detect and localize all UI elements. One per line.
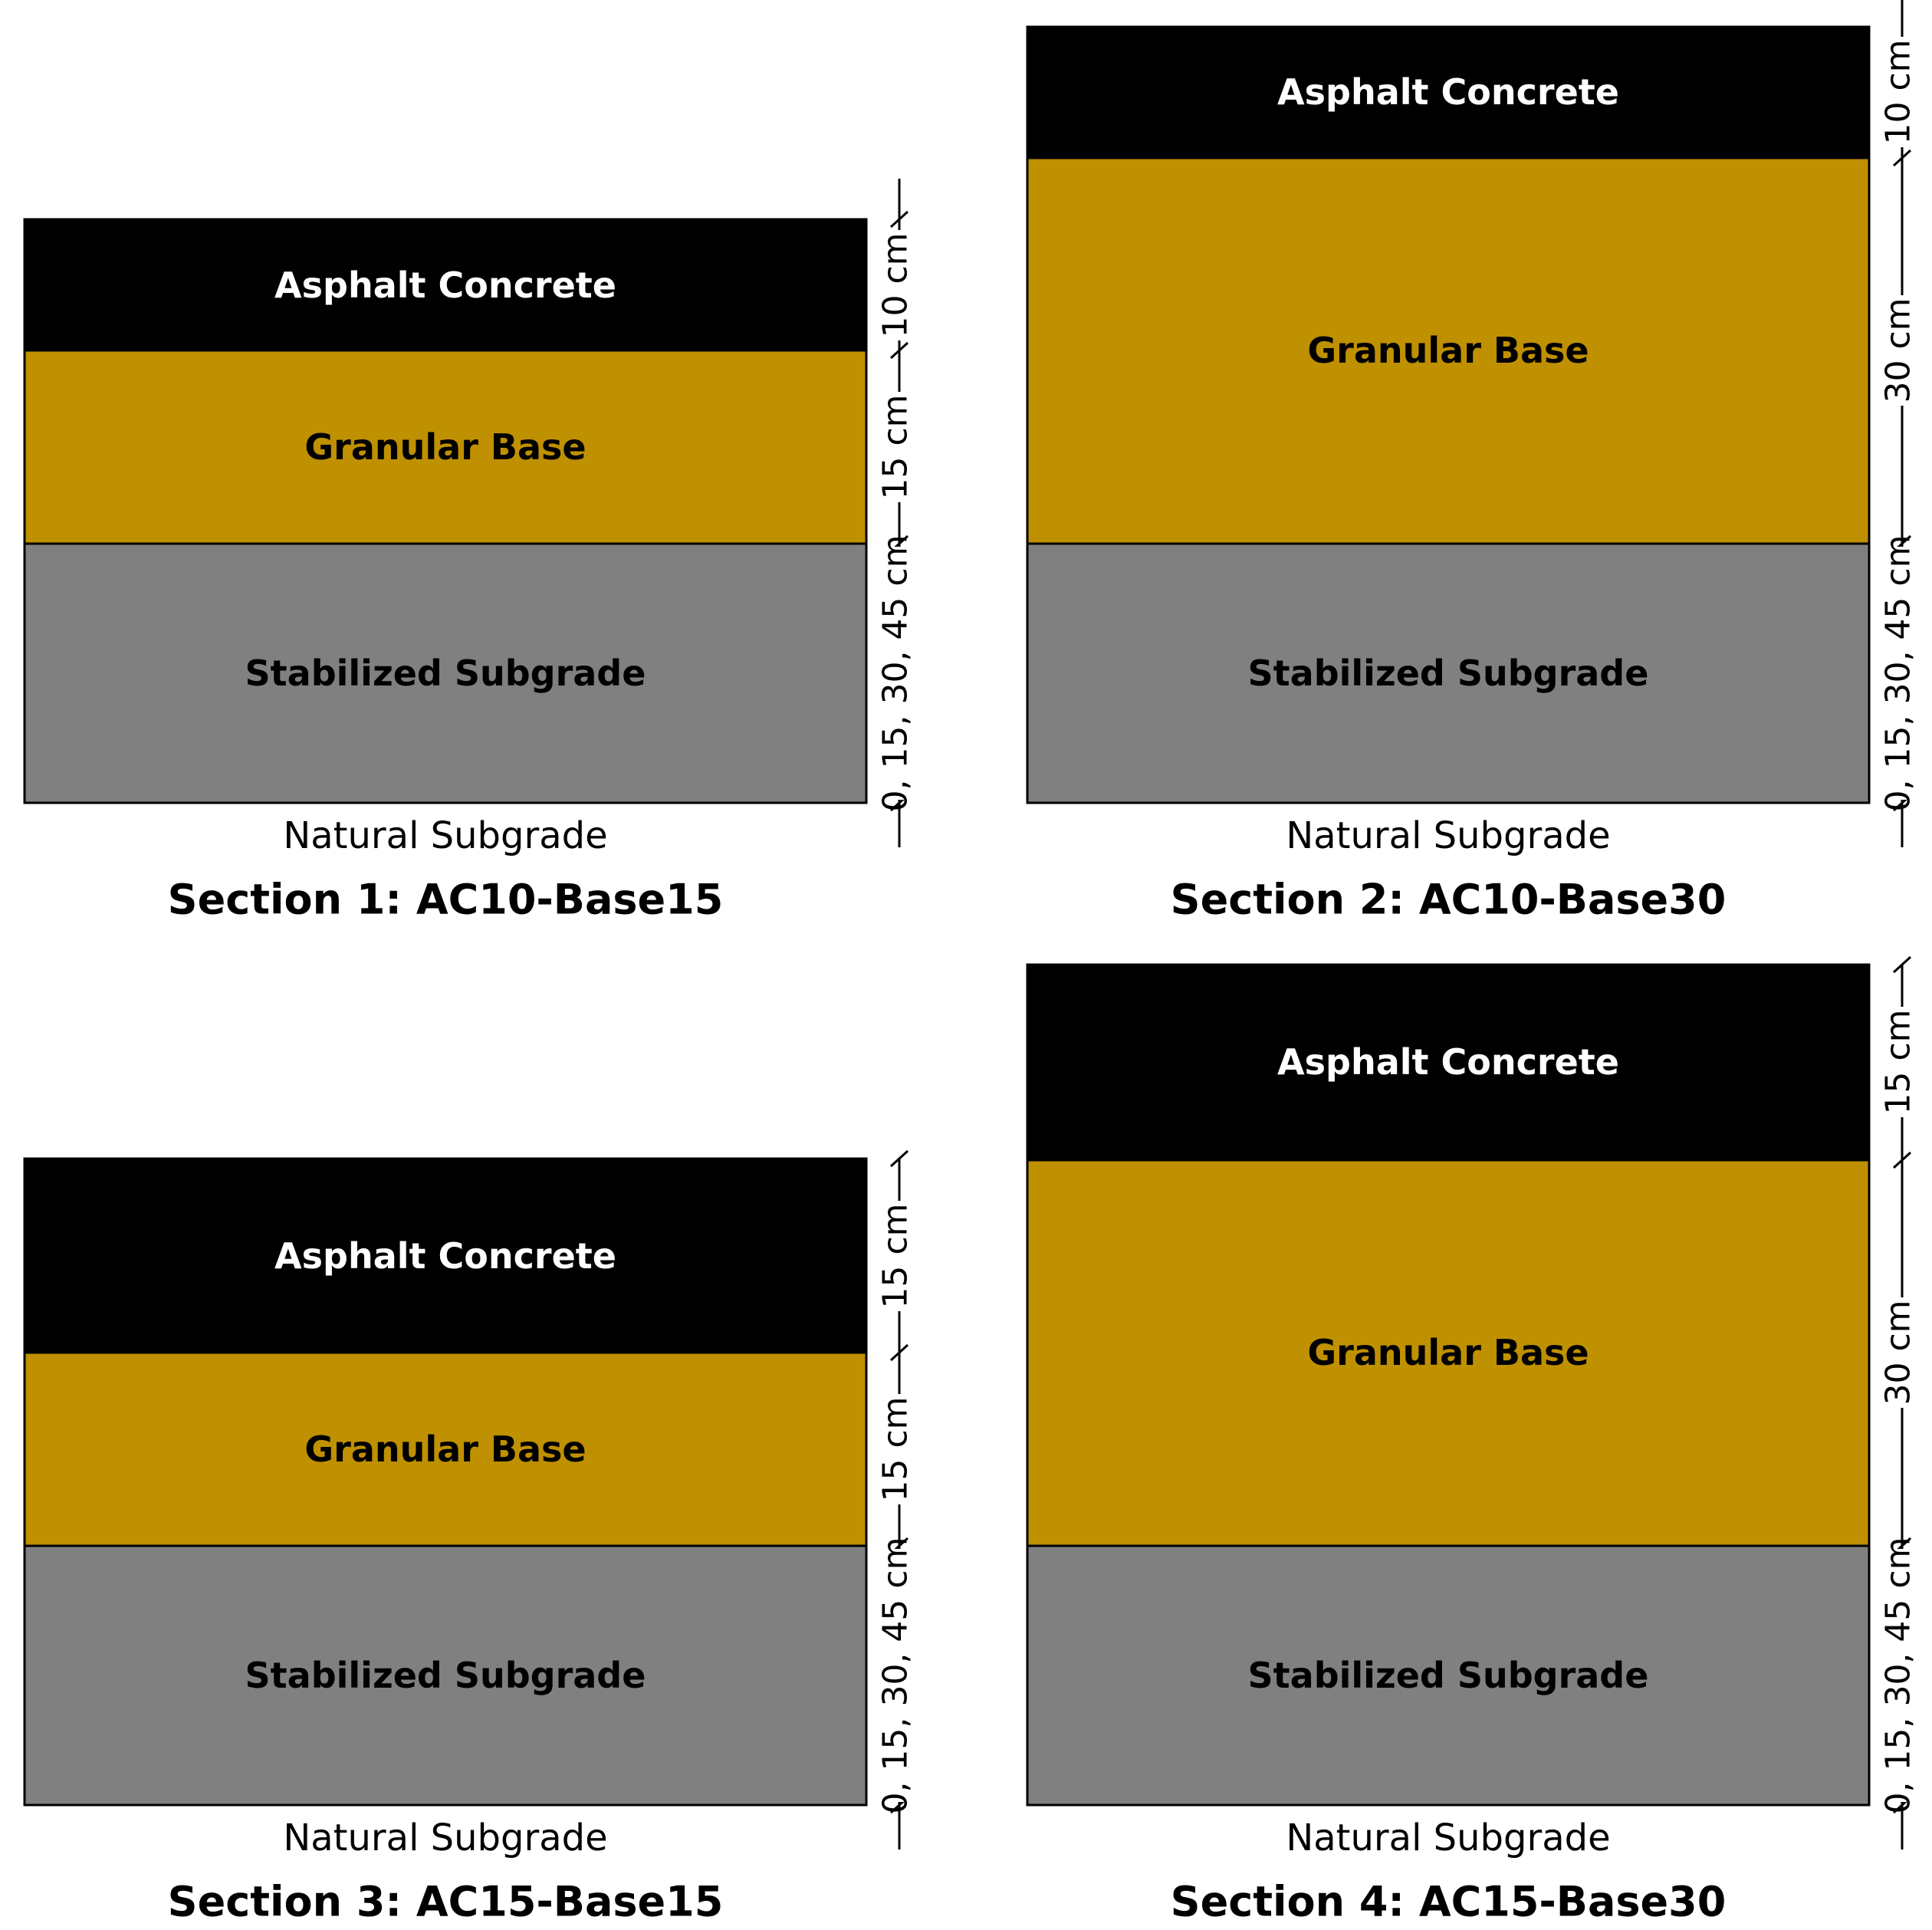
section-1-granular-label: Granular Base [304,426,586,468]
section-4-stabilized-thickness: 0, 15, 30, 45 cm [1879,1537,1918,1814]
section-3-granular-layer [23,1351,868,1547]
section-3-granular-thickness: 15 cm [876,1396,915,1501]
section-1-stabilized-layer [23,542,868,804]
section-1-granular-layer [23,349,868,545]
section-2-stabilized-layer [1026,542,1871,804]
section-3: Asphalt Concrete Granular Base Stabilize… [23,1149,915,1926]
section-1-title: Section 1: AC10-Base15 [168,876,724,924]
section-3-stabilized-thickness: 0, 15, 30, 45 cm [876,1537,915,1814]
section-4-title: Section 4: AC15-Base30 [1171,1878,1727,1926]
section-3-stabilized-layer [23,1544,868,1807]
section-2-asphalt-label: Asphalt Concrete [1277,71,1619,113]
section-4-granular-thickness: 30 cm [1879,1300,1918,1405]
section-4-asphalt-label: Asphalt Concrete [1277,1041,1619,1083]
section-1-natural-subgrade-label: Natural Subgrade [283,814,607,857]
section-3-asphalt-thickness: 15 cm [876,1203,915,1308]
section-4-asphalt-thickness: 15 cm [1879,1009,1918,1114]
section-2-stabilized-label: Stabilized Subgrade [1248,653,1649,694]
section-1-granular-thickness: 15 cm [876,394,915,499]
section-3-title: Section 3: AC15-Base15 [168,1878,724,1926]
section-2: Asphalt Concrete Granular Base Stabilize… [1026,0,1918,924]
section-4-stabilized-layer [1026,1544,1871,1807]
section-4-natural-subgrade-label: Natural Subgrade [1286,1817,1610,1859]
section-1-stabilized-thickness: 0, 15, 30, 45 cm [876,535,915,812]
section-2-asphalt-layer [1026,25,1871,159]
section-4: Asphalt Concrete Granular Base Stabilize… [1026,955,1918,1926]
section-2-granular-layer [1026,156,1871,545]
section-1-asphalt-label: Asphalt Concrete [274,265,616,306]
section-2-natural-subgrade-label: Natural Subgrade [1286,814,1610,857]
section-2-title: Section 2: AC10-Base30 [1171,876,1727,924]
section-3-stabilized-label: Stabilized Subgrade [245,1655,646,1696]
section-4-granular-layer [1026,1159,1871,1547]
section-2-asphalt-thickness: 10 cm [1879,39,1918,144]
section-2-stabilized-thickness: 0, 15, 30, 45 cm [1879,535,1918,812]
section-3-asphalt-label: Asphalt Concrete [274,1235,616,1277]
section-2-granular-thickness: 30 cm [1879,298,1918,403]
section-4-stabilized-label: Stabilized Subgrade [1248,1655,1649,1696]
section-4-asphalt-layer [1026,963,1871,1162]
section-1-asphalt-thickness: 10 cm [876,232,915,337]
section-3-granular-label: Granular Base [304,1429,586,1470]
section-3-natural-subgrade-label: Natural Subgrade [283,1817,607,1859]
section-3-asphalt-layer [23,1157,868,1354]
section-1-asphalt-layer [23,218,868,352]
section-1-stabilized-label: Stabilized Subgrade [245,653,646,694]
section-2-granular-label: Granular Base [1307,330,1589,371]
section-4-granular-label: Granular Base [1307,1332,1589,1373]
section-1: Asphalt Concrete Granular Base Stabilize… [23,179,915,924]
